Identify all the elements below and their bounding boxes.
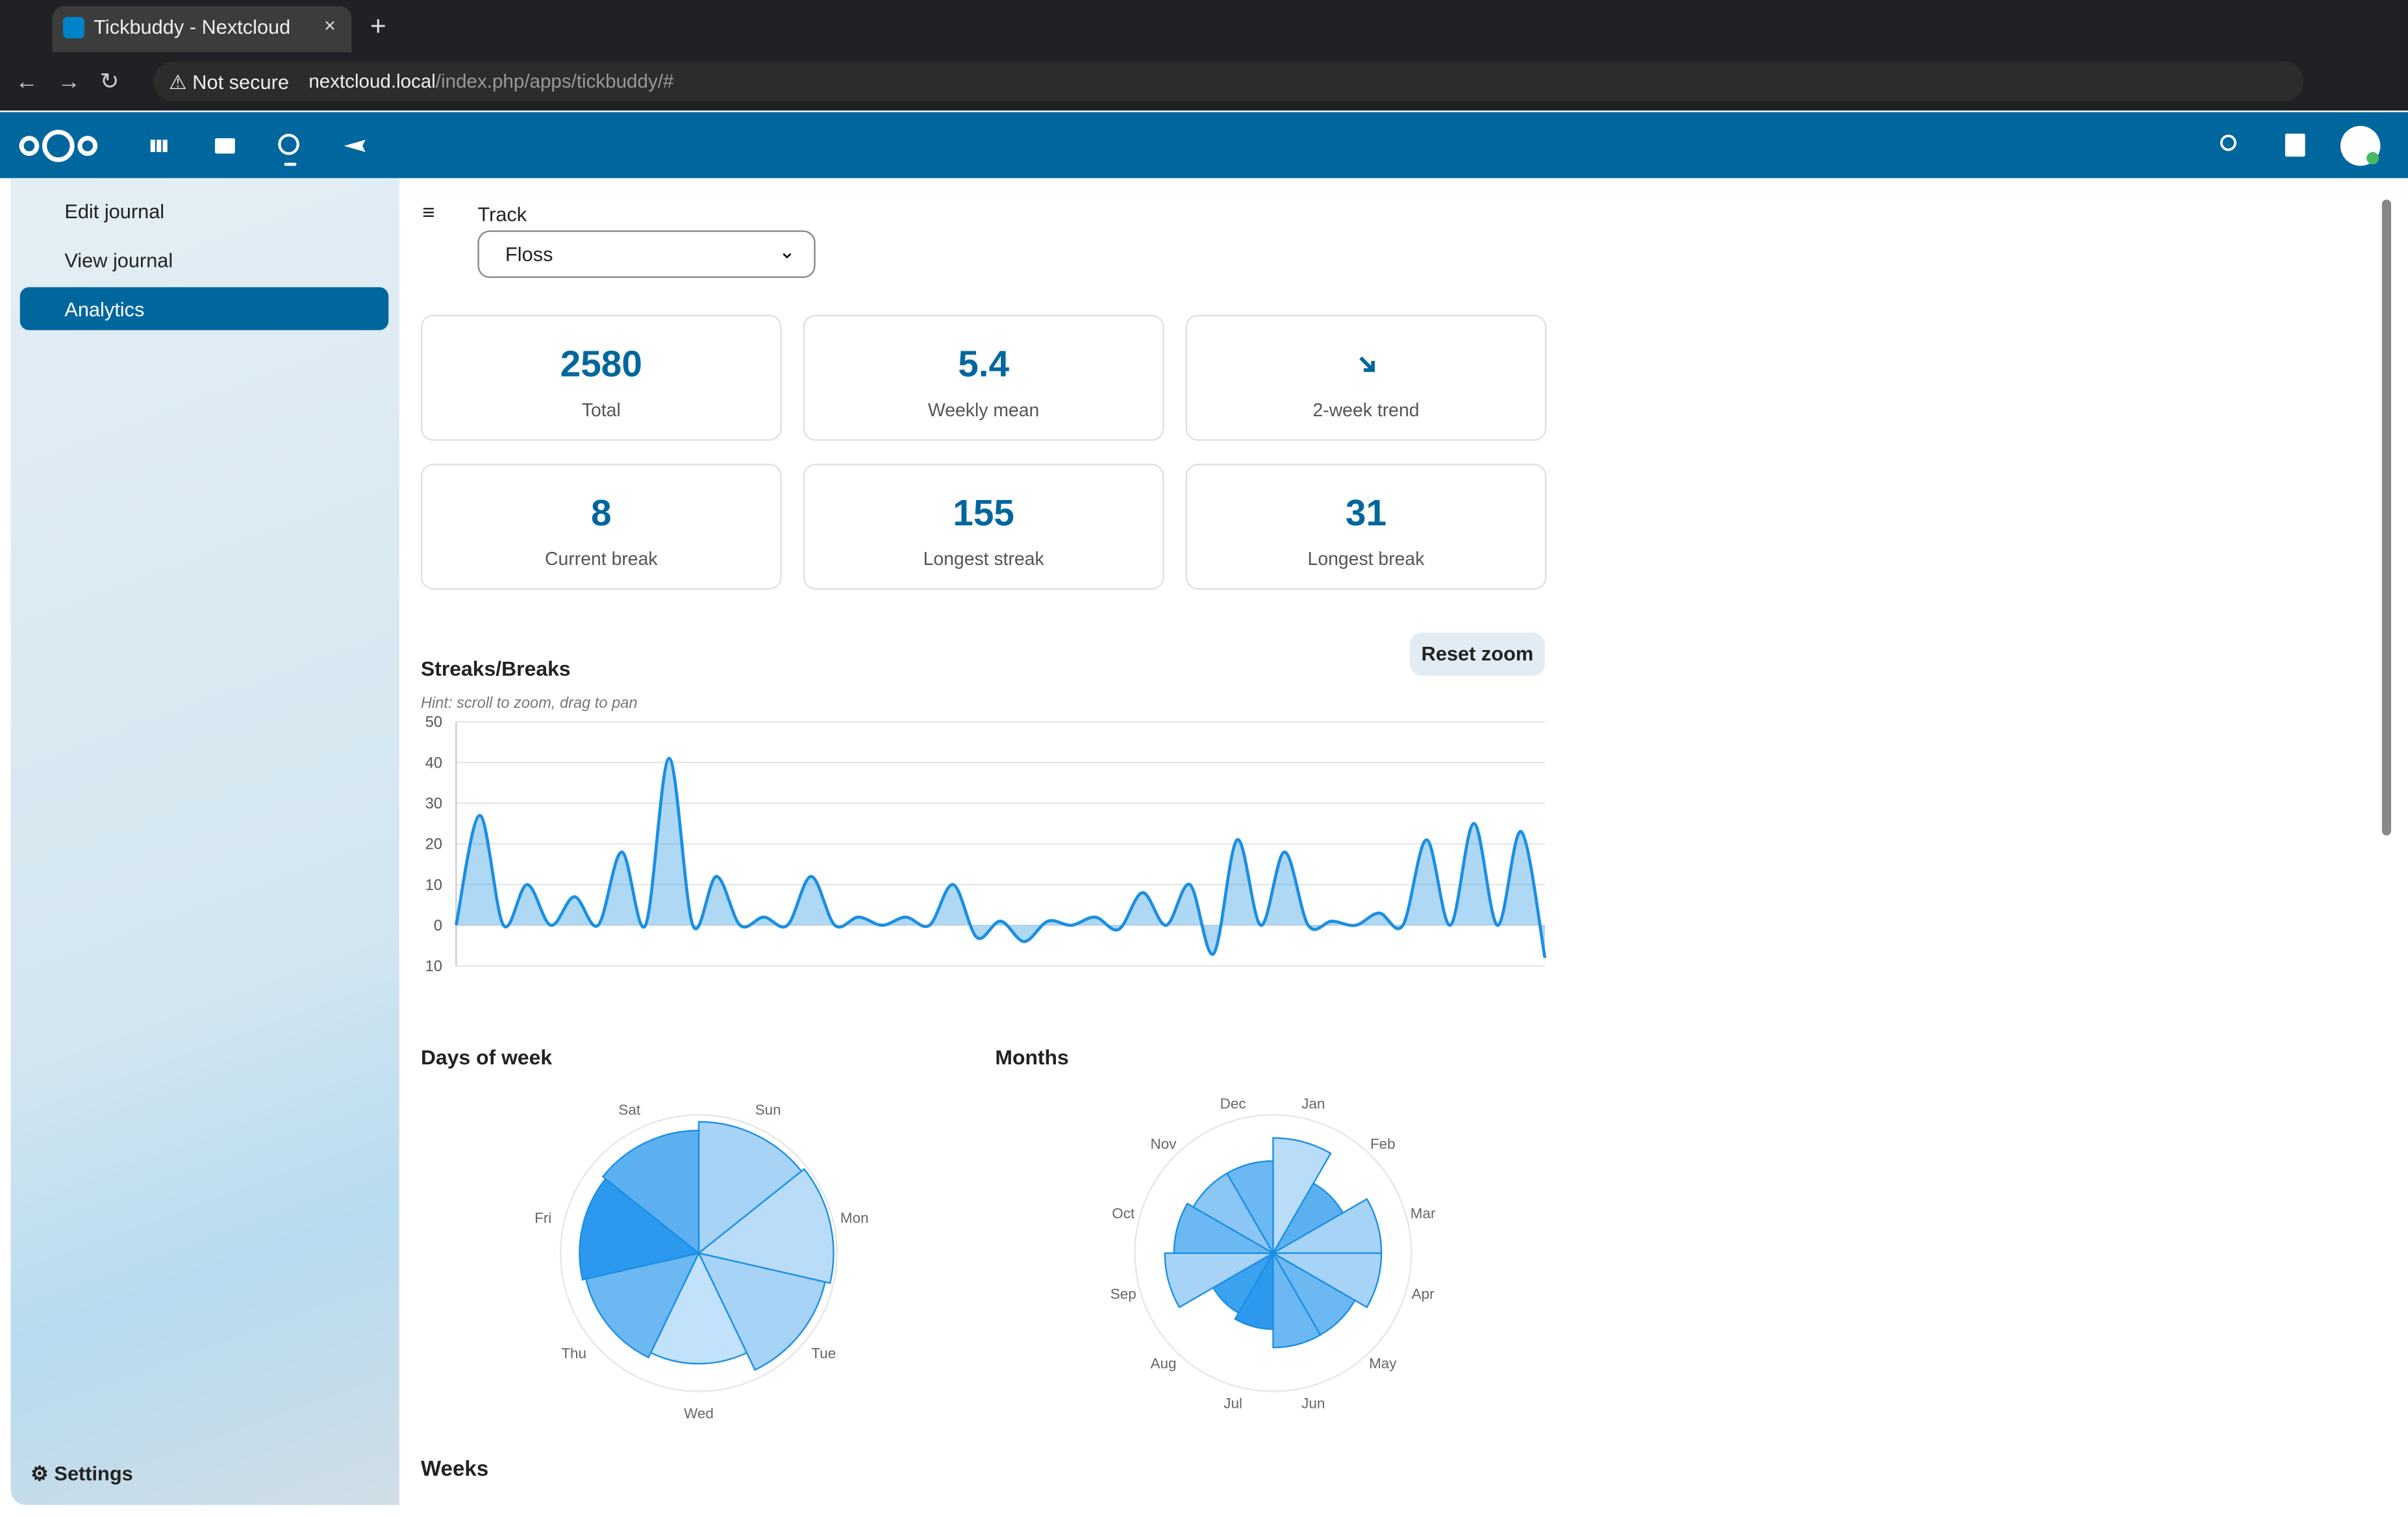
sector xyxy=(584,1251,701,1359)
stat-label: Total xyxy=(581,399,621,421)
stat-card: 8 Current break xyxy=(420,464,782,590)
outer-ring xyxy=(1134,1114,1412,1392)
sector xyxy=(601,1129,700,1255)
chart-title: Days of week xyxy=(421,1046,552,1069)
y-tick-label: 0 xyxy=(434,918,442,934)
sector xyxy=(697,1121,803,1255)
category-label: Tue xyxy=(811,1345,836,1361)
toggle-nav[interactable]: ≡ xyxy=(422,199,435,225)
stat-label: Longest break xyxy=(1307,548,1425,570)
category-label: Jan xyxy=(1301,1096,1325,1112)
y-tick-label: 30 xyxy=(425,796,442,812)
category-label: Feb xyxy=(1370,1136,1396,1152)
nav-item[interactable]: View journal xyxy=(64,249,173,272)
category-label: Wed xyxy=(684,1405,714,1422)
chart-title: Months xyxy=(995,1046,1068,1069)
trend-icon xyxy=(1359,356,1375,372)
stat-card: 2580 Total xyxy=(420,314,782,441)
sector xyxy=(1270,1197,1383,1254)
line xyxy=(455,757,1547,959)
sidebar xyxy=(10,178,399,1505)
stat-value: 8 xyxy=(591,493,612,534)
category-label: Jul xyxy=(1223,1396,1242,1412)
nav-item[interactable]: Edit journal xyxy=(64,199,165,223)
active-item xyxy=(19,287,389,331)
category-label: Mon xyxy=(840,1210,869,1226)
sector xyxy=(1272,1250,1322,1349)
app-header xyxy=(0,112,2408,179)
stat-card: 31 Longest break xyxy=(1185,464,1547,590)
reset-zoom[interactable]: Reset zoom xyxy=(1409,633,1545,676)
sector xyxy=(649,1251,748,1365)
area xyxy=(456,758,1545,958)
stat-label: 2-week trend xyxy=(1312,399,1420,421)
stat-card: 2-week trend xyxy=(1185,314,1547,441)
y-tick-label: 50 xyxy=(425,714,442,731)
category-label: Jun xyxy=(1301,1396,1325,1412)
settings-text: Settings xyxy=(54,1462,133,1485)
sector xyxy=(1173,1202,1276,1254)
sector xyxy=(1270,1252,1383,1309)
stat-value: 5.4 xyxy=(958,344,1010,386)
tab-close[interactable]: × xyxy=(323,14,336,37)
y-tick-label: 40 xyxy=(425,755,442,771)
address-bar[interactable] xyxy=(153,61,2304,102)
new-tab[interactable]: + xyxy=(370,10,386,42)
nav-buttons[interactable]: ← → ↻ xyxy=(15,69,119,95)
category-label: Apr xyxy=(1412,1286,1435,1302)
sector xyxy=(1272,1137,1332,1257)
category-label: Fri xyxy=(534,1210,551,1226)
outer-ring xyxy=(559,1114,838,1392)
tab-icon xyxy=(62,17,85,39)
category-label: Oct xyxy=(1112,1205,1135,1222)
track-value: Floss xyxy=(505,242,553,266)
track-select[interactable]: Floss ⌄ xyxy=(477,230,816,279)
stat-card: 5.4 Weekly mean xyxy=(803,314,1164,441)
chart-hint: Hint: scroll to zoom, drag to pan xyxy=(421,695,638,712)
stat-value: 155 xyxy=(953,493,1014,534)
stat-label: Weekly mean xyxy=(927,399,1040,421)
stat-card: 155 Longest streak xyxy=(803,464,1164,590)
category-label: Aug xyxy=(1151,1355,1177,1372)
stat-value: 2580 xyxy=(560,344,642,386)
category-label: Dec xyxy=(1220,1096,1246,1112)
security[interactable]: ⚠ Not secure xyxy=(169,70,289,94)
chart-title: Streaks/Breaks xyxy=(421,657,571,681)
track-label: Track xyxy=(477,203,527,226)
tab[interactable] xyxy=(52,6,352,53)
scrollbar[interactable] xyxy=(2381,199,2391,836)
category-label: Thu xyxy=(561,1345,586,1361)
section-title: Weeks xyxy=(420,1455,489,1481)
sector xyxy=(1234,1250,1274,1330)
category-label: Nov xyxy=(1151,1136,1177,1152)
category-label: Mar xyxy=(1411,1205,1436,1222)
stat-value: 31 xyxy=(1345,493,1387,534)
category-label: Sep xyxy=(1110,1286,1136,1302)
category-label: Sat xyxy=(618,1101,640,1118)
security-text: Not secure xyxy=(192,70,289,94)
category-label: May xyxy=(1369,1355,1397,1372)
url-host: nextcloud.local xyxy=(308,70,436,92)
y-tick-label: 10 xyxy=(425,877,442,894)
sector xyxy=(697,1168,834,1285)
url-path: /index.php/apps/tickbuddy/# xyxy=(435,70,674,92)
y-tick-label: 20 xyxy=(425,836,442,853)
nav-item[interactable]: Analytics xyxy=(64,297,145,321)
url[interactable]: nextcloud.local/index.php/apps/tickbuddy… xyxy=(308,71,673,92)
sector xyxy=(1164,1252,1276,1309)
header-icons xyxy=(19,125,2381,166)
tab-title: Tickbuddy - Nextcloud xyxy=(94,15,291,39)
stat-label: Current break xyxy=(545,548,658,570)
settings[interactable]: ⚙ Settings xyxy=(31,1462,133,1485)
y-tick-label: 10 xyxy=(425,959,442,975)
sector xyxy=(1225,1160,1274,1257)
sector xyxy=(697,1251,826,1372)
stat-label: Longest streak xyxy=(923,548,1044,570)
sector xyxy=(579,1177,701,1281)
category-label: Sun xyxy=(755,1101,781,1118)
